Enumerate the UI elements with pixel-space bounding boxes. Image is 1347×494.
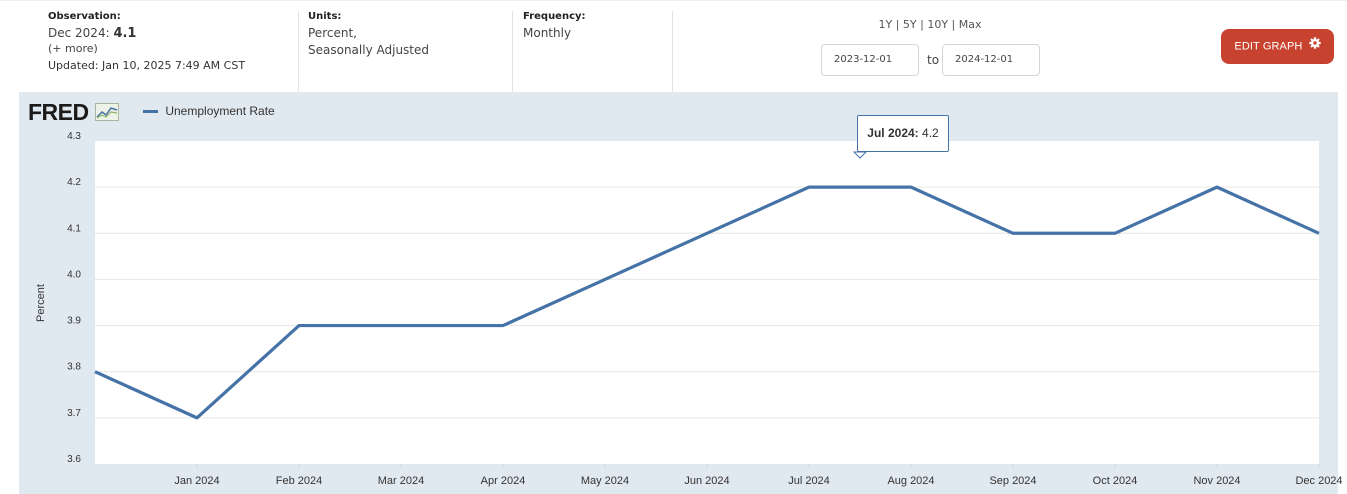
y-tick-label: 4.0	[67, 269, 81, 280]
frequency-label: Frequency:	[523, 11, 586, 22]
start-date-input[interactable]: 2023-12-01	[821, 44, 919, 76]
x-tick-label: Sep 2024	[989, 475, 1036, 487]
edit-graph-label: EDIT GRAPH	[1234, 40, 1303, 53]
to-label: to	[927, 53, 940, 67]
y-axis-label: Percent	[35, 284, 47, 322]
y-tick-label: 3.9	[67, 316, 81, 327]
chart-tooltip: Jul 2024: 4.2	[857, 115, 949, 152]
chart-legend: Unemployment Rate	[143, 104, 275, 118]
range-5y[interactable]: 5Y	[902, 18, 917, 31]
x-tick-label: Mar 2024	[378, 475, 424, 487]
y-tick-label: 3.6	[67, 454, 81, 465]
observation-block: Observation: Dec 2024: 4.1 (+ more) Upda…	[48, 11, 299, 93]
x-tick-label: Jul 2024	[788, 475, 830, 487]
date-range-selector: 1Y | 5Y | 10Y | Max	[878, 18, 982, 31]
tooltip-date: Jul 2024:	[867, 126, 919, 140]
range-1y[interactable]: 1Y	[878, 18, 893, 31]
y-tick-label: 4.2	[67, 177, 81, 188]
y-tick-label: 3.7	[67, 408, 81, 419]
observation-period: Dec 2024:	[48, 26, 110, 40]
units-block: Units: Percent, Seasonally Adjusted	[308, 11, 513, 93]
x-tick-label: May 2024	[581, 475, 629, 487]
units-line-2: Seasonally Adjusted	[308, 43, 430, 57]
range-max[interactable]: Max	[958, 18, 982, 31]
fred-logo-text: FRED	[28, 99, 89, 125]
x-tick-label: Jun 2024	[684, 475, 729, 487]
x-tick-label: Jan 2024	[174, 475, 219, 487]
y-tick-label: 3.8	[67, 362, 81, 373]
observation-value: 4.1	[113, 26, 137, 41]
updated-timestamp: Updated: Jan 10, 2025 7:49 AM CST	[48, 59, 246, 72]
more-observations-link[interactable]: (+ more)	[48, 42, 98, 55]
end-date-input[interactable]: 2024-12-01	[942, 44, 1040, 76]
x-tick-label: Feb 2024	[276, 475, 322, 487]
x-tick-label: Aug 2024	[887, 475, 934, 487]
units-label: Units:	[308, 11, 342, 22]
x-tick-label: Oct 2024	[1093, 475, 1138, 487]
gear-icon	[1308, 29, 1321, 64]
series-line-unemployment-rate	[94, 185, 1320, 420]
series-info-bar: Observation: Dec 2024: 4.1 (+ more) Upda…	[0, 0, 1347, 93]
fred-logo[interactable]: FRED	[28, 99, 119, 127]
legend-label: Unemployment Rate	[165, 104, 275, 118]
units-line-1: Percent,	[308, 26, 357, 40]
legend-swatch	[143, 110, 158, 114]
frequency-block: Frequency: Monthly	[523, 11, 673, 93]
x-tick-label: Apr 2024	[481, 475, 526, 487]
range-10y[interactable]: 10Y	[927, 18, 949, 31]
tooltip-value: 4.2	[922, 126, 939, 140]
x-tick-label: Nov 2024	[1193, 475, 1240, 487]
plot-area	[95, 141, 1319, 464]
fred-logo-chart-icon	[94, 100, 119, 127]
frequency-value: Monthly	[523, 26, 572, 40]
x-tick-label: Dec 2024	[1295, 475, 1342, 487]
edit-graph-button[interactable]: EDIT GRAPH	[1221, 29, 1334, 64]
observation-label: Observation:	[48, 11, 121, 22]
y-tick-label: 4.3	[67, 131, 81, 142]
tooltip-pointer	[852, 151, 868, 159]
y-tick-label: 4.1	[67, 223, 81, 234]
